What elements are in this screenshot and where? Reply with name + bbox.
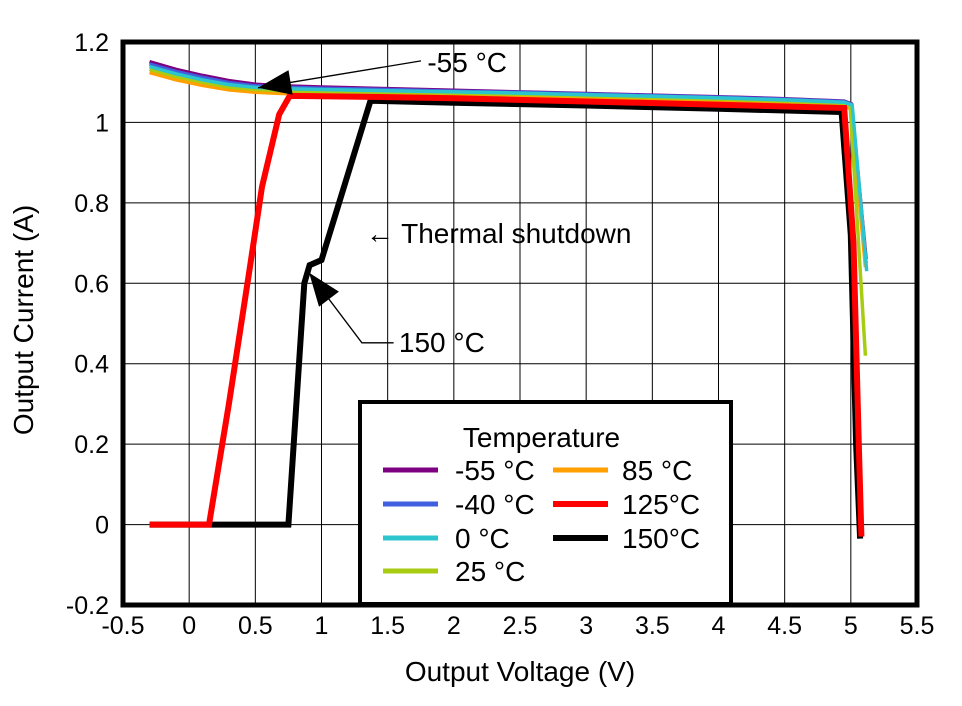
- x-tick-label: 1.5: [370, 612, 405, 640]
- ann-thermal-text: ← Thermal shutdown: [366, 218, 632, 249]
- x-tick-label: 4: [712, 612, 726, 640]
- legend-title: Temperature: [463, 422, 620, 453]
- x-tick-label: 0: [182, 612, 196, 640]
- legend-label: 25 °C: [455, 556, 525, 587]
- x-tick-label: 5: [844, 612, 858, 640]
- x-tick-label: 4.5: [767, 612, 802, 640]
- y-tick-label: 1.2: [74, 29, 109, 57]
- legend-label: 0 °C: [455, 523, 510, 554]
- ann-neg55-text: -55 °C: [427, 47, 507, 78]
- legend-label: -40 °C: [455, 489, 535, 520]
- y-tick-label: 0.2: [74, 431, 109, 459]
- ann-150-text: 150 °C: [399, 327, 485, 358]
- y-tick-label: 1: [95, 109, 109, 137]
- series-line-125c: [149, 92, 865, 537]
- y-tick-label: -0.2: [66, 592, 109, 620]
- x-tick-label: 2: [447, 612, 461, 640]
- legend-label: 125°C: [622, 489, 700, 520]
- series-line-0c: [149, 64, 869, 272]
- y-tick-label: 0.8: [74, 190, 109, 218]
- x-tick-label: 2.5: [503, 612, 538, 640]
- ann-neg55-arrowhead: [258, 70, 293, 95]
- x-tick-label: 5.5: [900, 612, 935, 640]
- x-axis-title: Output Voltage (V): [405, 656, 635, 687]
- x-tick-label: 0.5: [238, 612, 273, 640]
- y-axis-title: Output Current (A): [8, 205, 39, 435]
- x-tick-label: -0.5: [101, 612, 144, 640]
- legend-label: -55 °C: [455, 455, 535, 486]
- y-tick-label: 0.6: [74, 270, 109, 298]
- y-tick-label: 0: [95, 512, 109, 540]
- ann-150-arrowhead: [309, 272, 339, 307]
- x-tick-label: 1: [315, 612, 329, 640]
- legend-label: 150°C: [622, 523, 700, 554]
- x-tick-label: 3: [579, 612, 593, 640]
- legend-label: 85 °C: [622, 455, 692, 486]
- y-tick-label: 0.4: [74, 351, 109, 379]
- x-tick-label: 3.5: [635, 612, 670, 640]
